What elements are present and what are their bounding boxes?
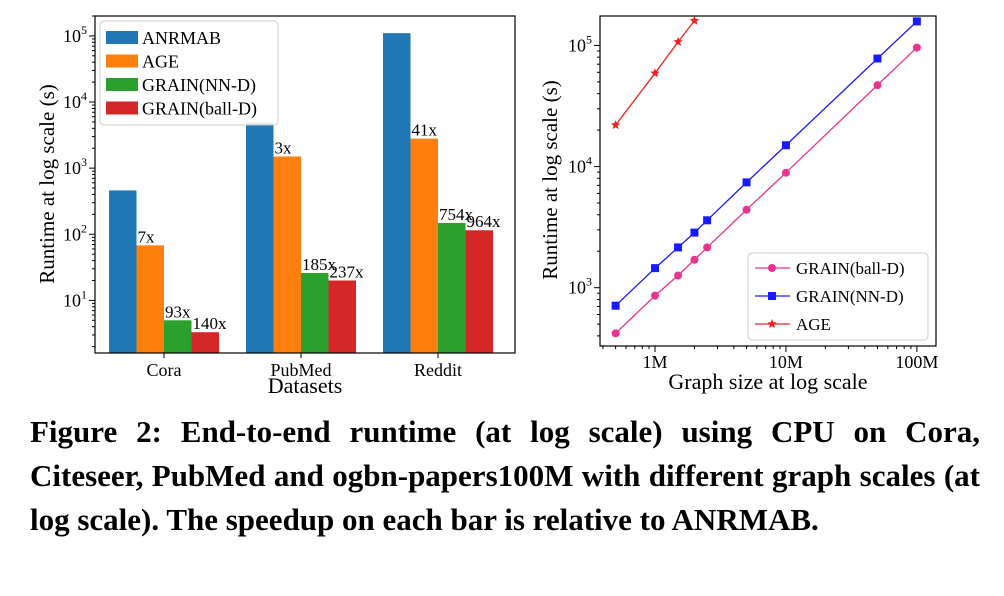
legend-box (747, 252, 929, 341)
data-point-grain-ball-d (873, 81, 882, 90)
bar-anrmab-reddit (383, 33, 411, 353)
data-point-grain-nn-d (912, 17, 921, 26)
legend-label: GRAIN(NN-D) (142, 75, 256, 96)
data-point-age (610, 120, 621, 130)
bar-speedup-label: 754x (439, 205, 474, 224)
legend-label: GRAIN(ball-D) (796, 259, 905, 278)
legend-swatch (106, 78, 138, 91)
y-tick-label: 104 (568, 154, 592, 177)
bar-chart-x-axis-label: Datasets (268, 373, 343, 398)
data-point-grain-ball-d (742, 205, 751, 214)
data-point-grain-nn-d (690, 228, 699, 237)
legend-marker (767, 319, 777, 329)
bar-speedup-label: 237x (330, 262, 365, 281)
data-point-grain-ball-d (781, 168, 790, 177)
x-tick-label: 1M (643, 352, 668, 372)
data-point-age (689, 15, 700, 25)
legend-label: GRAIN(NN-D) (796, 287, 904, 306)
bar-anrmab-cora (109, 190, 137, 353)
data-point-age (650, 68, 660, 78)
bar-age-reddit (410, 138, 438, 353)
x-tick-label: 10M (769, 352, 803, 372)
bar-speedup-label: 3x (275, 138, 293, 157)
legend-swatch (106, 31, 138, 44)
bar-speedup-label: 93x (165, 302, 191, 321)
y-tick-label: 101 (63, 287, 87, 310)
y-tick-label: 103 (63, 155, 87, 178)
legend-swatch (106, 54, 138, 68)
data-point-grain-ball-d (611, 329, 620, 338)
legend-box (99, 20, 279, 126)
legend-marker (768, 292, 776, 300)
x-tick-label: Cora (147, 360, 182, 380)
series-line-age (615, 20, 695, 126)
data-point-grain-nn-d (674, 243, 683, 252)
data-point-grain-nn-d (703, 216, 712, 225)
bar-speedup-label: 140x (193, 314, 228, 333)
data-point-grain-nn-d (781, 141, 790, 150)
legend-marker (768, 264, 776, 272)
y-tick-label: 102 (63, 221, 87, 244)
data-point-grain-nn-d (742, 178, 751, 187)
bar-age-pubmed (273, 156, 301, 353)
bar-chart-y-axis-label: Runtime at log scale (s) (35, 84, 59, 283)
bar-grain-nn-d--reddit (438, 223, 466, 353)
x-tick-label: Reddit (414, 360, 462, 380)
data-point-grain-nn-d (611, 301, 620, 310)
y-tick-label: 104 (63, 89, 87, 112)
bar-speedup-label: 964x (467, 212, 502, 231)
bar-grain-ball-d--pubmed (328, 280, 356, 353)
x-tick-label: PubMed (270, 360, 331, 380)
bar-speedup-label: 7x (138, 227, 156, 246)
x-tick-label: 100M (895, 352, 938, 372)
bar-age-cora (136, 245, 164, 353)
bar-grain-nn-d--pubmed (301, 272, 329, 353)
legend-label: AGE (142, 52, 179, 72)
y-tick-label: 105 (63, 23, 87, 46)
bar-chart: 7x 3x 41x 93x 185x 754x 140x 237x 964x 101 102 103… (35, 15, 516, 398)
legend-label: AGE (796, 315, 831, 334)
data-point-grain-ball-d (912, 43, 921, 52)
y-tick-label: 103 (568, 275, 592, 298)
legend-label: GRAIN(ball-D) (142, 99, 257, 120)
data-point-grain-ball-d (703, 243, 712, 252)
data-point-grain-ball-d (674, 271, 683, 280)
bar-grain-nn-d--cora (164, 320, 192, 353)
bar-anrmab-pubmed (246, 122, 274, 353)
bar-grain-ball-d--cora (191, 332, 219, 353)
data-point-grain-nn-d (651, 264, 660, 273)
y-tick-label: 105 (568, 32, 592, 55)
data-point-age (673, 36, 683, 46)
bar-speedup-label: 185x (302, 255, 337, 274)
line-chart-frame (599, 15, 937, 347)
data-point-grain-ball-d (651, 291, 660, 300)
data-point-grain-ball-d (690, 255, 699, 264)
line-chart-x-axis-label: Graph size at log scale (668, 369, 867, 394)
legend-label: ANRMAB (142, 28, 221, 48)
line-chart: 1M 10M 100M 103 104 105 GRAIN(ball-D) GRAIN(NN… (538, 15, 938, 394)
bar-grain-ball-d--reddit (465, 230, 493, 353)
data-point-grain-nn-d (873, 54, 882, 63)
line-chart-y-axis-label: Runtime at log scale (s) (538, 80, 562, 279)
bar-chart-frame (94, 15, 516, 354)
legend-swatch (106, 101, 138, 115)
figure-caption: Figure 2: End-to-end runtime (at log sca… (30, 414, 980, 537)
bar-speedup-label: 41x (412, 121, 438, 140)
